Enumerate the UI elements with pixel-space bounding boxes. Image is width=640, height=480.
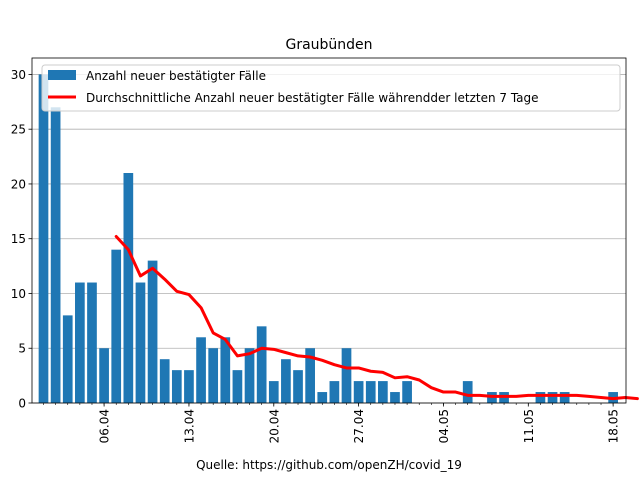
bar [365,381,376,403]
y-tick-label: 30 [11,68,26,82]
x-axis: 06.04 13.04 20.04 27.04 04.05 11.05 18.05 [43,403,621,443]
bar [268,381,279,403]
y-axis: 0 5 10 15 20 25 30 [11,68,32,411]
bar [135,282,146,403]
y-tick-label: 10 [11,287,26,301]
bar [402,381,412,403]
bar [535,392,546,403]
bar [390,392,400,403]
bar [256,326,267,403]
bar [378,381,388,403]
bar [353,381,364,403]
bar [123,173,134,403]
bar [87,282,97,403]
bar [111,249,122,403]
bar [75,282,85,403]
legend-label-line: Durchschnittliche Anzahl neuer bestätigt… [86,91,539,105]
bar [329,381,340,403]
legend-box [41,64,621,112]
bar [341,348,352,403]
y-tick-label: 5 [18,342,26,356]
x-tick-label: 20.04 [267,409,281,443]
x-tick-label: 13.04 [182,409,196,443]
bar [171,370,182,403]
bar [232,370,243,403]
x-tick-label: 27.04 [352,409,366,443]
lines [114,235,639,401]
bar [184,370,194,403]
y-tick-label: 15 [11,232,26,246]
bar [196,337,206,403]
bar [547,392,558,403]
avg-line [114,235,639,401]
bar [559,392,570,403]
y-tick-label: 0 [18,397,26,411]
bars [38,74,618,404]
bar [317,392,328,403]
y-tick-label: 20 [11,177,26,191]
source-note: Quelle: https://github.com/openZH/covid_… [196,458,462,472]
bar [38,74,49,403]
bar [305,348,315,403]
bar [50,107,61,404]
bar [462,381,473,403]
x-tick-label: 04.05 [437,409,451,443]
x-tick-label: 06.04 [98,409,112,443]
grid [32,74,626,404]
bar [244,348,255,403]
bar [62,315,73,403]
bar [293,370,303,403]
plot-area [31,57,627,404]
x-tick-label: 11.05 [522,409,536,443]
bar [99,348,109,403]
y-tick-label: 25 [11,123,26,137]
legend-swatch-bar [48,70,76,80]
legend-label-bar: Anzahl neuer bestätigter Fälle [86,69,266,83]
bar [147,260,158,403]
chart-title: Graubünden [285,37,372,53]
legend[interactable]: Anzahl neuer bestätigter Fälle Durchschni… [41,64,621,112]
bar [220,337,231,403]
bar [159,359,170,403]
x-tick-label: 18.05 [607,409,621,443]
bar [281,359,291,403]
bar [208,348,219,403]
